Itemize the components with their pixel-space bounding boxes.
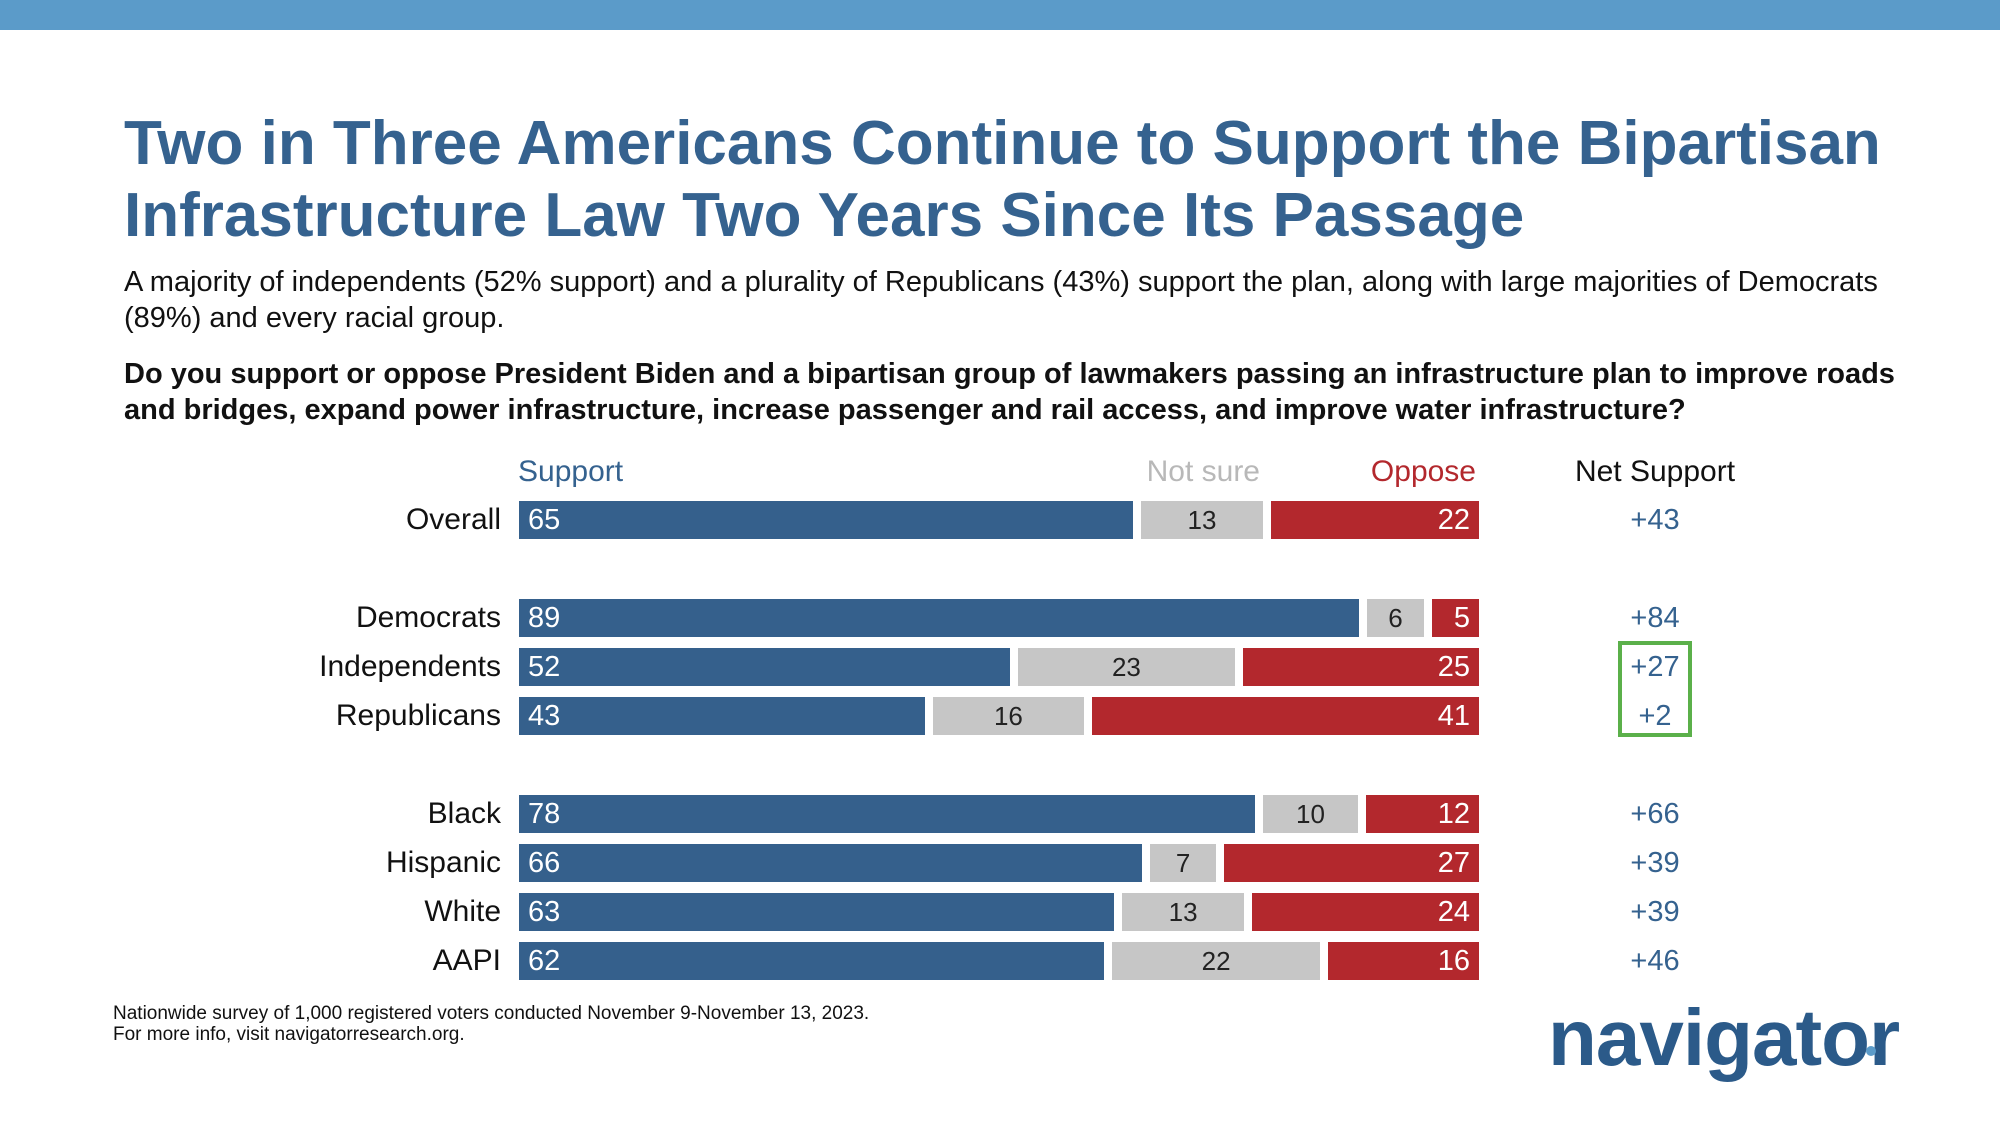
legend-support: Support [518, 455, 624, 488]
bar-oppose-black: 12 [1365, 795, 1479, 833]
bar-support-republicans: 43 [519, 697, 925, 735]
bar-not-sure-overall: 13 [1140, 501, 1264, 539]
net-value-black: +66 [1630, 798, 1680, 830]
logo-dot-icon [1866, 1046, 1876, 1056]
net-value-overall: +43 [1630, 504, 1680, 536]
row-label-aapi: AAPI [432, 944, 501, 977]
bar-oppose-republicans: 41 [1091, 697, 1479, 735]
footnote: Nationwide survey of 1,000 registered vo… [113, 1003, 869, 1045]
row-label-republicans: Republicans [335, 699, 501, 732]
net-support-header: Net Support [1574, 455, 1736, 488]
net-value-hispanic: +39 [1630, 847, 1680, 879]
bar-not-sure-independents: 23 [1017, 648, 1235, 686]
legend-not-sure: Not sure [1146, 455, 1260, 488]
bar-not-sure-aapi: 22 [1112, 942, 1320, 980]
row-label-white: White [424, 895, 501, 928]
row-label-democrats: Democrats [355, 601, 501, 634]
net-value-democrats: +84 [1630, 602, 1680, 634]
bar-support-hispanic: 66 [519, 844, 1143, 882]
bar-oppose-independents: 25 [1243, 648, 1479, 686]
net-value-aapi: +46 [1630, 945, 1680, 977]
bar-support-white: 63 [519, 893, 1114, 931]
subtitle: A majority of independents (52% support)… [124, 266, 1878, 334]
survey-question: Do you support or oppose President Biden… [124, 358, 1895, 426]
bar-not-sure-republicans: 16 [932, 697, 1084, 735]
bar-not-sure-white: 13 [1121, 893, 1245, 931]
navigator-logo: navigator [1548, 993, 1900, 1082]
net-highlight-box [1618, 641, 1692, 737]
bar-oppose-overall: 22 [1271, 501, 1479, 539]
bar-support-black: 78 [519, 795, 1256, 833]
bar-support-democrats: 89 [519, 599, 1360, 637]
bar-support-overall: 65 [519, 501, 1133, 539]
bar-oppose-democrats: 5 [1431, 599, 1479, 637]
bar-not-sure-hispanic: 7 [1150, 844, 1217, 882]
page-title: Two in Three Americans Continue to Suppo… [124, 108, 1944, 252]
net-value-white: +39 [1630, 896, 1680, 928]
row-label-overall: Overall [405, 503, 501, 536]
bar-support-independents: 52 [519, 648, 1010, 686]
row-label-hispanic: Hispanic [385, 846, 501, 879]
net-value-independents: +27 [1630, 651, 1680, 683]
footnote-link: For more info, visit navigatorresearch.o… [113, 1024, 465, 1045]
bar-support-aapi: 62 [519, 942, 1105, 980]
footnote-survey: Nationwide survey of 1,000 registered vo… [113, 1003, 870, 1024]
row-label-black: Black [427, 797, 501, 830]
top-accent-bar [0, 0, 2000, 30]
legend-oppose: Oppose [1370, 455, 1476, 488]
bar-not-sure-democrats: 6 [1367, 599, 1424, 637]
row-label-independents: Independents [319, 650, 501, 683]
net-value-republicans: +2 [1638, 700, 1672, 732]
bar-oppose-white: 24 [1252, 893, 1479, 931]
bar-not-sure-black: 10 [1263, 795, 1358, 833]
bar-oppose-aapi: 16 [1327, 942, 1479, 980]
title-line-2: Infrastructure Law Two Years Since Its P… [124, 181, 1525, 250]
bar-oppose-hispanic: 27 [1224, 844, 1479, 882]
title-line-1: Two in Three Americans Continue to Suppo… [124, 109, 1881, 178]
